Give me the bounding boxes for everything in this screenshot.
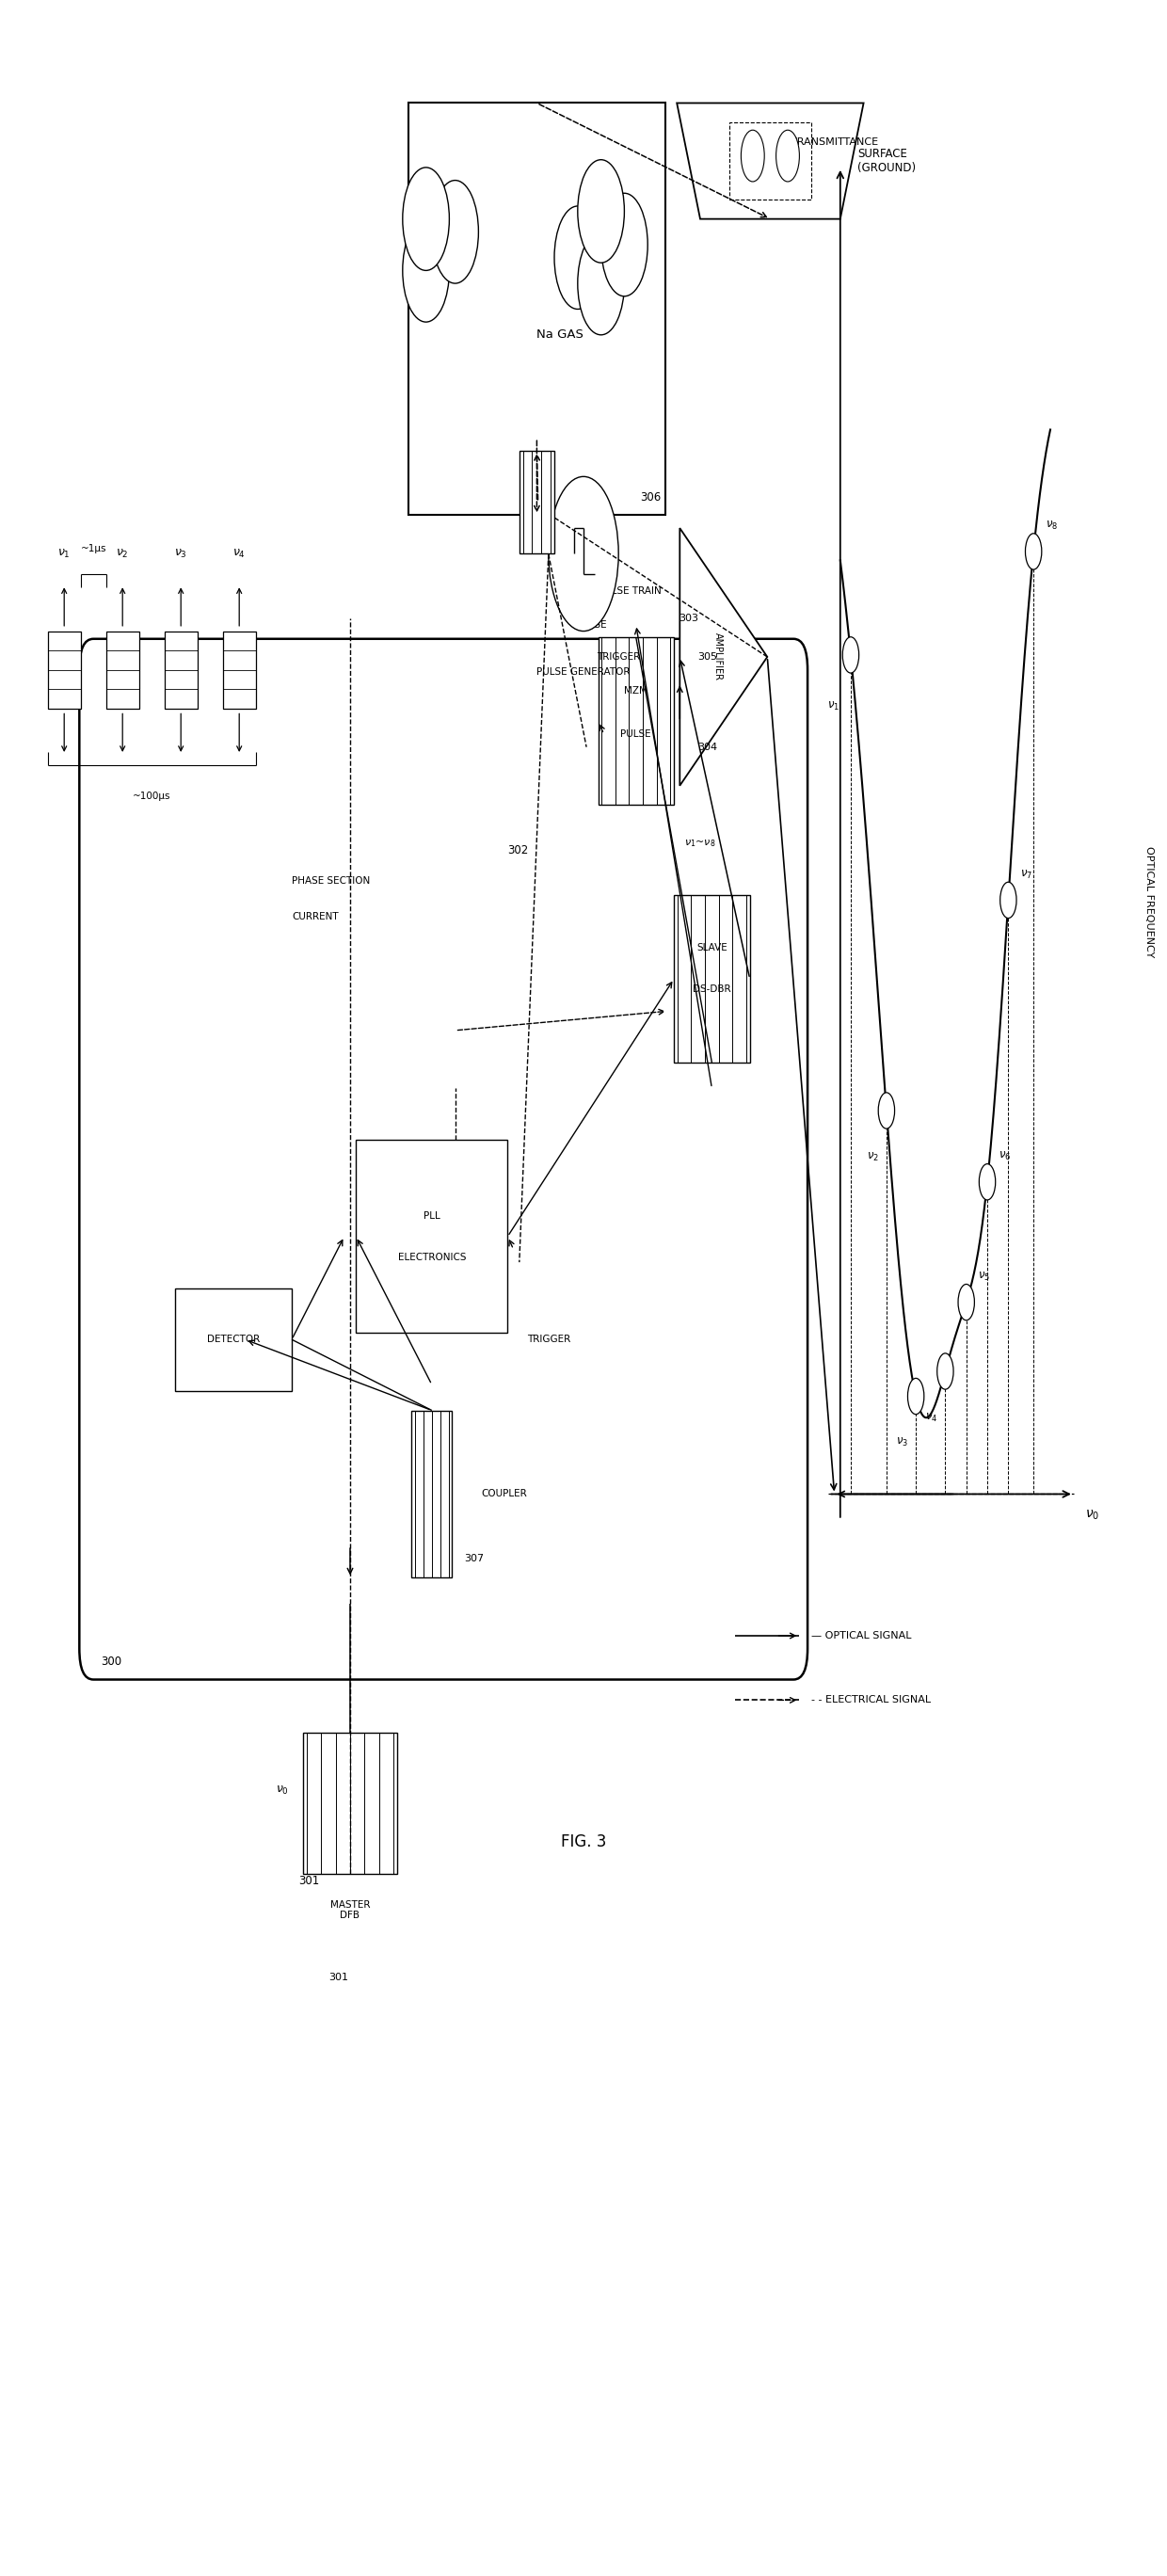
Text: TRANSMITTANCE: TRANSMITTANCE (790, 137, 879, 147)
Text: $\nu_4$: $\nu_4$ (232, 549, 246, 559)
FancyBboxPatch shape (79, 639, 808, 1680)
Text: PULSE TRAIN: PULSE TRAIN (599, 587, 662, 595)
Bar (165, 631, 197, 708)
Circle shape (578, 160, 624, 263)
Circle shape (908, 1378, 924, 1414)
Text: PULSE: PULSE (621, 729, 651, 739)
Bar (356, 1139, 508, 1334)
Text: $\nu_4$: $\nu_4$ (925, 1412, 937, 1425)
Text: PHASE SECTION: PHASE SECTION (292, 876, 370, 886)
Circle shape (432, 180, 478, 283)
Text: $\nu_2$: $\nu_2$ (866, 1151, 879, 1164)
Text: CURRENT: CURRENT (292, 912, 338, 922)
Circle shape (403, 167, 449, 270)
Text: PULSE: PULSE (576, 621, 607, 629)
Bar (303, 1734, 397, 1875)
Text: MASTER
DFB: MASTER DFB (330, 1901, 370, 1919)
Text: ~100µs: ~100µs (133, 791, 170, 801)
Circle shape (741, 129, 764, 180)
Bar (106, 631, 139, 708)
Text: 301: 301 (329, 1973, 348, 1981)
Text: $\nu_3$: $\nu_3$ (896, 1437, 908, 1448)
Text: PULSE GENERATOR: PULSE GENERATOR (537, 667, 630, 677)
Circle shape (843, 636, 859, 672)
Text: 306: 306 (641, 492, 661, 502)
Circle shape (601, 193, 648, 296)
Text: OPTICAL FREQUENCY: OPTICAL FREQUENCY (1145, 845, 1154, 958)
Bar (675, 894, 750, 1061)
Bar (48, 631, 81, 708)
Text: 305: 305 (698, 652, 717, 662)
Text: PLL: PLL (424, 1211, 440, 1221)
Text: $\nu_1$: $\nu_1$ (827, 701, 839, 714)
Bar (408, 103, 665, 515)
Circle shape (578, 232, 624, 335)
Polygon shape (677, 103, 864, 219)
Text: SURFACE
(GROUND): SURFACE (GROUND) (858, 147, 916, 175)
Text: - - ELECTRICAL SIGNAL: - - ELECTRICAL SIGNAL (811, 1695, 931, 1705)
Circle shape (879, 1092, 895, 1128)
Text: DS-DBR: DS-DBR (693, 984, 731, 994)
Text: $\nu_7$: $\nu_7$ (1020, 868, 1033, 881)
Text: $\nu_0$: $\nu_0$ (1085, 1507, 1099, 1522)
Text: ELECTRONICS: ELECTRONICS (398, 1252, 466, 1262)
Text: TRIGGER: TRIGGER (526, 1334, 571, 1345)
Text: MZM: MZM (624, 685, 648, 696)
Text: FIG. 3: FIG. 3 (560, 1834, 607, 1850)
Circle shape (1000, 881, 1016, 917)
Bar (223, 631, 256, 708)
Bar (519, 451, 554, 554)
Text: — OPTICAL SIGNAL: — OPTICAL SIGNAL (811, 1631, 911, 1641)
Circle shape (776, 129, 799, 180)
Text: AMPLIFIER: AMPLIFIER (713, 634, 722, 680)
Circle shape (1026, 533, 1042, 569)
Text: $\nu_6$: $\nu_6$ (999, 1149, 1012, 1162)
Text: 304: 304 (698, 742, 718, 752)
Bar (729, 121, 811, 201)
Text: ~1µs: ~1µs (81, 544, 106, 554)
Circle shape (937, 1352, 953, 1388)
Text: DETECTOR: DETECTOR (207, 1334, 260, 1345)
Polygon shape (679, 528, 768, 786)
Circle shape (958, 1285, 974, 1321)
Text: $\nu_0$: $\nu_0$ (275, 1785, 289, 1795)
Circle shape (403, 219, 449, 322)
Text: 303: 303 (679, 613, 698, 623)
Text: $\nu_5$: $\nu_5$ (978, 1270, 991, 1283)
Circle shape (979, 1164, 995, 1200)
Text: 301: 301 (299, 1875, 320, 1886)
Text: $\nu_8$: $\nu_8$ (1046, 520, 1057, 531)
Circle shape (548, 477, 619, 631)
Bar (411, 1412, 452, 1577)
Text: COUPLER: COUPLER (482, 1489, 527, 1499)
Circle shape (554, 206, 601, 309)
Text: 302: 302 (508, 845, 529, 855)
Text: SLAVE: SLAVE (697, 943, 727, 953)
Text: 300: 300 (100, 1656, 121, 1667)
Text: $\nu_3$: $\nu_3$ (174, 549, 188, 559)
Text: $\nu_1$~$\nu_8$: $\nu_1$~$\nu_8$ (685, 837, 715, 850)
Text: Na GAS: Na GAS (537, 330, 584, 340)
Text: 307: 307 (464, 1553, 484, 1564)
Text: $\nu_1$: $\nu_1$ (57, 549, 71, 559)
Text: TRIGGER: TRIGGER (596, 652, 641, 662)
Text: $\nu_2$: $\nu_2$ (117, 549, 128, 559)
Bar (599, 639, 675, 804)
Bar (175, 1288, 292, 1391)
